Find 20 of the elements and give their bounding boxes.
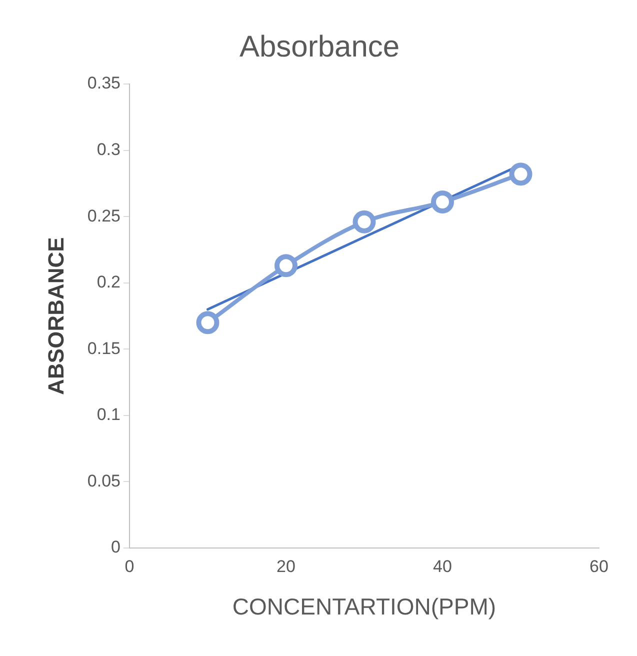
point (509, 162, 532, 186)
point (274, 254, 298, 278)
chart-title: Absorbance (239, 30, 400, 64)
y-tick-label: 0.15 (87, 338, 120, 358)
y-tick-label: 0.35 (87, 74, 120, 93)
point (196, 311, 220, 334)
point (352, 210, 376, 234)
y-tick-label: 0.1 (96, 405, 120, 424)
point (430, 190, 454, 214)
x-tick-label: 0 (124, 556, 134, 576)
x-tick-label: 20 (276, 556, 296, 576)
x-tick-label: 40 (433, 556, 452, 576)
y-axis-title: ABSORBANCE (43, 237, 68, 395)
y-tick-label: 0 (111, 538, 120, 557)
x-axis-title: CONCENTARTION(PPM) (232, 594, 496, 620)
y-tick-label: 0.3 (96, 140, 120, 159)
x-tick-label: 60 (590, 556, 608, 576)
y-tick-label: 0.2 (96, 272, 120, 292)
y-tick-label: 0.25 (87, 206, 120, 226)
y-tick-label: 0.05 (87, 471, 120, 490)
